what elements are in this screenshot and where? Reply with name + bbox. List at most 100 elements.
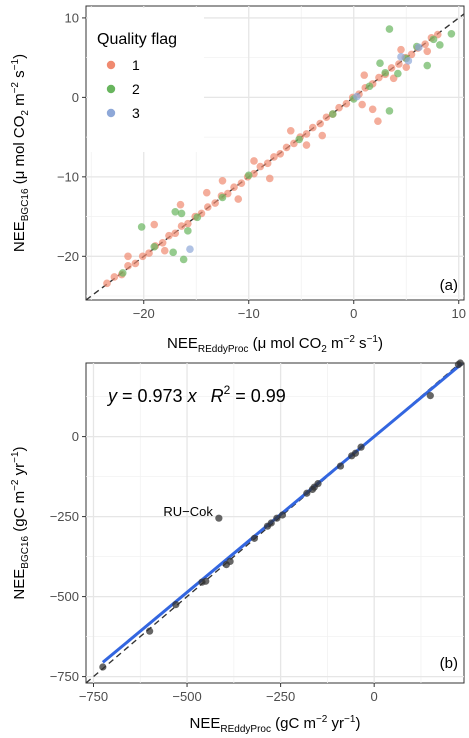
point-flag-1 xyxy=(230,183,238,191)
point-flag-3 xyxy=(397,53,405,61)
legend-key-2 xyxy=(106,84,116,94)
point-flag-2 xyxy=(394,69,402,78)
b-ylabel-unit-sup1: −2 xyxy=(10,479,21,491)
point-flag-1 xyxy=(202,188,211,197)
site-point xyxy=(314,480,322,488)
point-flag-1 xyxy=(204,203,212,211)
point-flag-2 xyxy=(376,59,384,68)
ylabel-unit-sup1: −2 xyxy=(10,82,21,94)
b-xlabel-sub: REddyProc xyxy=(220,724,271,735)
y-tick-label: −250 xyxy=(50,509,79,524)
site-point xyxy=(278,511,287,519)
point-flag-2 xyxy=(184,227,192,235)
xlabel-unit-sup1: −2 xyxy=(343,334,355,345)
point-flag-2 xyxy=(385,25,394,33)
site-point xyxy=(267,519,275,527)
point-flag-2 xyxy=(169,248,177,257)
panel-b-grid xyxy=(86,363,464,683)
point-flag-2 xyxy=(179,255,188,264)
y-tick-label: −750 xyxy=(50,669,79,684)
point-flag-1 xyxy=(286,126,295,135)
legend-key-1 xyxy=(106,60,116,70)
ylabel-sub: BGC16 xyxy=(20,188,31,221)
point-flag-1 xyxy=(316,119,324,128)
regression-equation: y = 0.973 x R2 = 0.99 xyxy=(106,383,286,406)
x-tick-label: 10 xyxy=(452,306,466,321)
point-flag-1 xyxy=(270,153,278,161)
annotation-ru-cok: RU−Cok xyxy=(163,504,213,519)
ylabel-unit-mid2: s xyxy=(11,70,28,82)
x-tick-label: −750 xyxy=(79,689,108,704)
point-flag-2 xyxy=(365,82,374,91)
point-flag-2 xyxy=(193,213,202,222)
eq-y: y xyxy=(106,386,118,406)
b-xlabel-unit-sup2: −1 xyxy=(344,714,356,725)
ylabel-unit-mid: m xyxy=(11,93,28,110)
b-ylabel-unit-mid: yr xyxy=(11,463,28,480)
point-flag-2 xyxy=(381,68,390,77)
point-flag-1 xyxy=(387,64,396,72)
panel-a: Quality flag 1 2 3 (a) −20 −10 0 10 −20 −10 0 10… xyxy=(10,5,466,355)
panel-a-y-ticks: −20 −10 0 10 xyxy=(57,10,86,264)
point-flag-1 xyxy=(138,252,147,261)
eq-mid: = 0.973 xyxy=(117,386,188,406)
point-flag-1 xyxy=(211,199,219,207)
point-flag-1 xyxy=(358,100,366,109)
point-flag-1 xyxy=(223,189,232,198)
point-flag-1 xyxy=(184,219,192,228)
point-flag-2 xyxy=(423,61,432,70)
point-flag-1 xyxy=(318,131,327,140)
point-flag-1 xyxy=(407,50,416,59)
xlabel-unit-sup2: −1 xyxy=(367,334,379,345)
point-flag-1 xyxy=(395,60,403,68)
panel-a-points xyxy=(103,25,456,288)
b-ylabel-unit-post: ) xyxy=(11,446,28,451)
y-tick-label: 10 xyxy=(65,10,79,25)
xlabel-unit-pre: (μ mol CO xyxy=(248,335,321,352)
ylabel-unit-sub: 2 xyxy=(20,110,31,116)
point-flag-2 xyxy=(218,193,227,202)
y-tick-label: 0 xyxy=(72,429,79,444)
site-point xyxy=(202,577,210,585)
panel-a-x-ticks: −20 −10 0 10 xyxy=(133,300,466,321)
point-flag-1 xyxy=(402,63,411,71)
point-flag-1 xyxy=(165,231,173,240)
point-flag-2 xyxy=(436,41,444,49)
point-flag-1 xyxy=(375,73,383,82)
panel-b-x-ticks: −750 −500 −250 0 xyxy=(79,683,378,704)
legend-label-2: 2 xyxy=(132,81,140,97)
panel-a-label: (a) xyxy=(440,277,458,294)
site-point xyxy=(336,462,345,470)
site-point xyxy=(426,392,434,400)
y-tick-label: −500 xyxy=(50,589,79,604)
point-flag-1 xyxy=(177,222,186,230)
point-flag-1 xyxy=(374,117,382,126)
point-flag-3 xyxy=(353,92,361,101)
point-flag-1 xyxy=(290,139,298,148)
site-point xyxy=(215,514,223,522)
point-flag-2 xyxy=(150,242,159,251)
point-flag-2 xyxy=(118,269,127,277)
xlabel-unit-mid: m xyxy=(327,335,344,352)
point-flag-1 xyxy=(218,177,227,185)
legend-title: Quality flag xyxy=(97,31,177,48)
x-tick-label: −250 xyxy=(266,689,295,704)
xlabel-unit-mid2: s xyxy=(355,335,367,352)
eq-r-val: = 0.99 xyxy=(230,386,286,406)
legend-entries: 1 2 3 xyxy=(106,57,140,121)
point-flag-3 xyxy=(186,245,194,253)
point-flag-1 xyxy=(322,113,331,122)
point-flag-2 xyxy=(137,223,146,231)
ylabel-unit-pre: (μ mol CO xyxy=(11,116,28,189)
point-flag-1 xyxy=(237,179,246,187)
xlabel-sub: REddyProc xyxy=(198,344,249,355)
point-flag-1 xyxy=(124,262,132,270)
point-flag-2 xyxy=(177,209,186,218)
site-point xyxy=(99,663,107,671)
point-flag-1 xyxy=(360,71,369,79)
point-flag-2 xyxy=(295,135,303,144)
b-xlabel-main: NEE xyxy=(190,715,221,732)
eq-r-sup: 2 xyxy=(224,383,231,397)
point-flag-1 xyxy=(302,141,311,149)
point-flag-1 xyxy=(250,157,258,165)
